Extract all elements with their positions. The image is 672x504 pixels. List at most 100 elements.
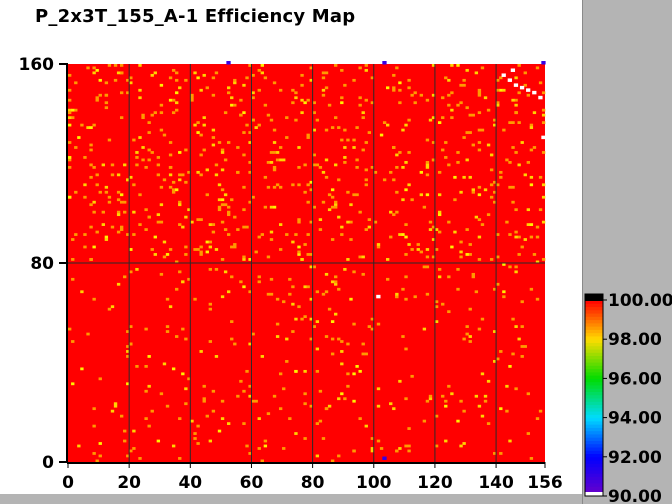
heatmap-cell xyxy=(196,424,200,428)
heatmap-cell xyxy=(309,78,313,82)
heatmap-cell xyxy=(441,148,445,152)
heatmap-cell xyxy=(278,158,283,162)
heatmap-cell xyxy=(407,449,411,453)
heatmap-cell xyxy=(514,151,518,154)
heatmap-cell xyxy=(306,133,310,137)
heatmap-cell xyxy=(496,282,500,286)
heatmap-cell xyxy=(126,330,130,333)
heatmap-cell xyxy=(318,218,323,222)
heatmap-cell xyxy=(95,96,99,100)
heatmap-cell xyxy=(199,133,203,137)
heatmap-cell xyxy=(376,439,381,443)
x-tick-label: 80 xyxy=(301,473,325,493)
x-tick-label: 20 xyxy=(117,473,141,493)
heatmap-cell xyxy=(441,302,445,306)
heatmap-cell xyxy=(98,190,102,194)
heatmap-cell xyxy=(370,437,375,440)
heatmap-cell xyxy=(447,78,451,82)
colorbar-over-cap xyxy=(585,294,603,301)
heatmap-cell xyxy=(178,457,182,460)
heatmap-cell xyxy=(309,297,313,301)
heatmap-cell xyxy=(434,248,439,251)
heatmap-cell xyxy=(425,165,430,169)
heatmap-cell xyxy=(425,98,430,102)
heatmap-cell xyxy=(477,91,482,95)
heatmap-cell xyxy=(92,452,96,455)
heatmap-cell xyxy=(104,93,109,97)
heatmap-cell xyxy=(135,267,139,271)
heatmap-cell xyxy=(199,245,203,249)
heatmap-cell xyxy=(150,151,154,154)
heatmap-cell xyxy=(434,320,439,323)
heatmap-cell xyxy=(233,215,237,219)
heatmap-cell xyxy=(395,190,399,194)
heatmap-cell xyxy=(334,312,338,316)
heatmap-cell xyxy=(502,263,506,266)
heatmap-cell xyxy=(330,280,335,284)
colorbar-segment xyxy=(585,381,603,386)
heatmap-cell xyxy=(272,128,277,132)
heatmap-cell xyxy=(254,126,258,129)
heatmap-cell xyxy=(376,243,381,246)
heatmap-cell xyxy=(251,73,255,77)
heatmap-cell xyxy=(404,297,408,301)
heatmap-cell xyxy=(123,163,127,167)
heatmap-cell xyxy=(499,350,503,353)
heatmap-cell xyxy=(477,93,482,97)
heatmap-cell xyxy=(104,190,109,194)
heatmap-cell xyxy=(431,255,436,259)
heatmap-cell xyxy=(242,153,246,157)
heatmap-cell xyxy=(340,138,344,142)
heatmap-cell xyxy=(239,280,243,284)
heatmap-cell xyxy=(285,233,289,236)
heatmap-cell xyxy=(217,198,222,202)
heatmap-cell xyxy=(465,158,469,162)
heatmap-cell xyxy=(352,449,356,453)
heatmap-cell xyxy=(278,372,283,376)
heatmap-cell xyxy=(541,220,546,224)
x-tick-label: 140 xyxy=(478,473,514,493)
heatmap-cell xyxy=(217,429,222,433)
heatmap-cell xyxy=(86,126,90,129)
heatmap-cell xyxy=(110,163,115,167)
heatmap-cell xyxy=(242,131,246,134)
heatmap-cell xyxy=(113,402,118,406)
colorbar-segment xyxy=(585,427,603,432)
heatmap-cell xyxy=(499,170,503,174)
heatmap-cell xyxy=(517,253,521,256)
heatmap-cell xyxy=(68,123,72,127)
heatmap-cell xyxy=(92,123,96,127)
heatmap-cell xyxy=(468,253,472,256)
heatmap-cell xyxy=(340,68,344,72)
heatmap-cell xyxy=(199,153,203,157)
y-tick-label: 0 xyxy=(42,453,54,473)
heatmap-cell xyxy=(178,223,182,226)
heatmap-cell xyxy=(89,163,93,167)
heatmap-cell xyxy=(275,335,280,338)
heatmap-cell xyxy=(257,280,261,284)
heatmap-cell xyxy=(263,175,268,179)
heatmap-cell xyxy=(468,340,472,343)
heatmap-cell xyxy=(404,253,408,256)
heatmap-cell xyxy=(193,297,197,301)
heatmap-cell xyxy=(129,81,133,85)
heatmap-cell xyxy=(138,136,142,139)
heatmap-cell xyxy=(489,258,494,261)
heatmap-cell xyxy=(260,459,264,463)
heatmap-cell xyxy=(263,103,268,107)
heatmap-cell xyxy=(285,337,289,341)
heatmap-cell xyxy=(459,83,463,87)
colorbar-segment xyxy=(585,401,603,406)
heatmap-cell xyxy=(386,123,390,127)
heatmap-cell xyxy=(199,218,203,222)
heatmap-cell xyxy=(150,248,154,251)
heatmap-cell xyxy=(343,156,347,159)
heatmap-cell xyxy=(242,389,246,393)
heatmap-cell xyxy=(507,78,512,82)
heatmap-cell xyxy=(285,360,289,363)
heatmap-cell xyxy=(257,275,261,279)
heatmap-cell xyxy=(260,64,264,67)
heatmap-cell xyxy=(101,210,105,214)
heatmap-cell xyxy=(489,153,494,157)
heatmap-cell xyxy=(98,454,102,458)
